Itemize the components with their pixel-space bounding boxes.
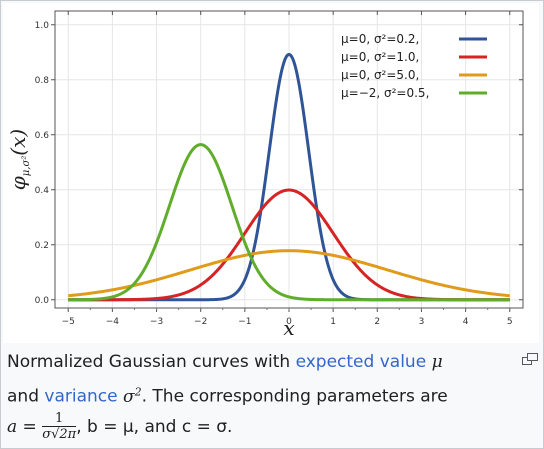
legend-label-3: μ=−2, σ²=0.5, [341,86,429,100]
x-axis-label: x [283,316,294,340]
x-tick-label: 3 [419,317,425,327]
x-tick-label: 2 [374,317,380,327]
y-tick-label: 0.6 [35,131,50,141]
y-tick-label: 0.4 [35,186,50,196]
chart-area[interactable]: −5 −4 −3 −2 −1 0 1 2 3 4 5 0.0 0.2 0.4 0.6 0.8 1.0 x φμ,σ²… [3,3,539,343]
legend-label-1: μ=0, σ²=1.0, [341,50,419,64]
y-tick-label: 0.2 [35,241,49,251]
caption-text-4: , b = μ, and c = σ. [76,416,233,437]
legend-label-2: μ=0, σ²=5.0, [341,68,419,82]
a-label: a = [7,416,37,437]
mu-symbol: μ [431,352,443,372]
variance-link[interactable]: variance [44,386,118,407]
caption-text-3: . The corresponding parameters are [141,386,448,407]
enlarge-icon[interactable] [522,353,538,365]
x-tick-label: −2 [194,317,207,327]
x-tick-label: 1 [330,317,336,327]
a-fraction: 1 σ√2π [42,410,77,442]
sigma-squared-symbol: σ2 [123,385,142,407]
x-tick-label: −5 [62,317,75,327]
figure-caption: Normalized Gaussian curves with expected… [7,347,517,442]
x-tick-label: −3 [150,317,163,327]
x-tick-label: −4 [106,317,120,327]
x-tick-label: 0 [286,317,292,327]
x-tick-label: 5 [507,317,513,327]
legend-label-0: μ=0, σ²=0.2, [341,32,419,46]
y-axis-label: φμ,σ²(x) [6,129,32,190]
x-tick-label: −1 [238,317,251,327]
caption-text-2: and [7,386,45,407]
y-tick-label: 1.0 [35,21,50,31]
series-line-3 [67,143,511,302]
expected-value-link[interactable]: expected value [295,352,427,372]
gaussian-chart: −5 −4 −3 −2 −1 0 1 2 3 4 5 0.0 0.2 0.4 0.6 0.8 1.0 x φμ,σ²… [6,10,524,340]
series-line-2 [67,249,511,298]
y-tick-label: 0.8 [35,76,50,86]
y-tick-label: 0.0 [35,296,50,306]
x-tick-label: 4 [463,317,469,327]
caption-text-1: Normalized Gaussian curves with [7,352,296,372]
